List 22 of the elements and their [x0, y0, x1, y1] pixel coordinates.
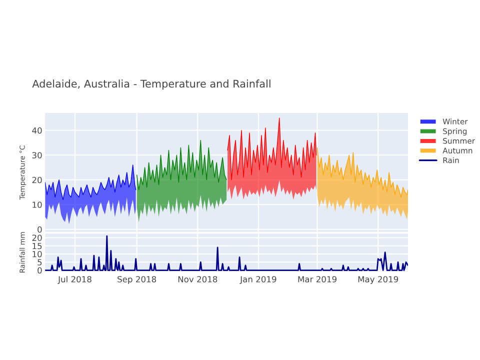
x-tick-label: Jan 2019 [240, 276, 276, 284]
line-series [45, 235, 408, 271]
chart-title: Adelaide, Australia - Temperature and Rainfall [32, 80, 270, 90]
y-tick-label: 15 [32, 242, 42, 250]
x-tick-label: Sep 2018 [118, 276, 156, 284]
y-tick-label: 10 [32, 250, 42, 258]
x-tick-label: Mar 2019 [298, 276, 336, 282]
line-series [316, 147, 408, 198]
y-tick-label: 10 [32, 202, 42, 208]
y-tick-label: 30 [32, 152, 42, 158]
line-series [227, 118, 317, 180]
y-tick-label: 0 [38, 267, 42, 274]
y-tick-label: 40 [32, 127, 42, 134]
x-tick-label: Jul 2018 [58, 276, 92, 284]
y-tick-label: 0 [38, 226, 42, 233]
y-tick-label: 20 [32, 176, 42, 184]
line-series [45, 164, 136, 200]
x-tick-label: Nov 2018 [178, 276, 218, 282]
y-tick-label: 5 [38, 259, 42, 266]
line-series [136, 140, 227, 190]
x-tick-label: May 2019 [358, 276, 398, 284]
y-tick-label: 20 [32, 234, 42, 241]
